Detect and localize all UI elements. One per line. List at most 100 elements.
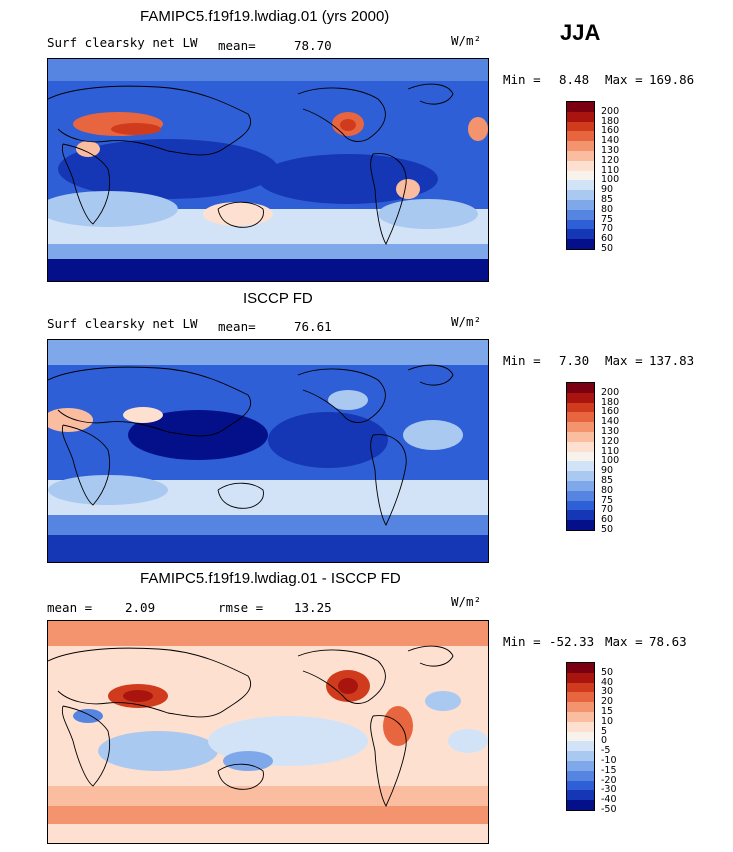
colorbar-segment (567, 711, 594, 722)
colorbar-tick-label: -40 (601, 794, 617, 806)
colorbar-tick-label: 80 (601, 484, 614, 496)
panel-1-max-value: 169.86 (649, 72, 695, 87)
colorbar-tick-label: 180 (601, 396, 620, 408)
colorbar-segment (567, 111, 594, 122)
colorbar-segment (567, 190, 594, 200)
colorbar-segment (567, 692, 594, 703)
colorbar-segment (567, 160, 594, 171)
panel-1-title: FAMIPC5.f19f19.lwdiag.01 (yrs 2000) (140, 8, 390, 25)
panel-1-max-label: Max = (605, 72, 643, 87)
colorbar-tick-label: 140 (601, 416, 620, 428)
colorbar-segment (567, 800, 594, 810)
colorbar-tick-label: 10 (601, 715, 614, 727)
panel-2-colorbar: 200 180 160 140 130 120 110 100 90 85 80 75 70 60 50 (566, 382, 619, 535)
panel-3-mean-label: mean = (47, 600, 93, 615)
colorbar-tick-label: 80 (601, 203, 614, 215)
panel-1-variable-label: Surf clearsky net LW (47, 35, 198, 50)
colorbar-tick-label: 200 (601, 386, 620, 398)
colorbar-tick-label: 110 (601, 164, 620, 176)
colorbar-segment (567, 770, 594, 781)
colorbar-segment (567, 510, 594, 521)
panel-3-min-value: -52.33 (549, 634, 595, 649)
colorbar-segment (567, 451, 594, 462)
colorbar-segment (567, 520, 594, 530)
colorbar-segment (567, 663, 594, 673)
colorbar-tick-label: -15 (601, 764, 617, 776)
panel-3-max-label: Max = (605, 634, 643, 649)
colorbar-segment (567, 170, 594, 181)
colorbar-tick-label: 90 (601, 184, 614, 196)
colorbar-tick-label: 30 (601, 686, 614, 698)
colorbar-segment (567, 141, 594, 151)
panel-3-colorbar: 50 40 30 20 15 10 5 0 -5 -10 -15 -20 -30 -40 -50 (566, 662, 617, 815)
colorbar-segment (567, 383, 594, 393)
panel-3-map (47, 620, 489, 844)
colorbar-segment (567, 731, 594, 742)
panel-3-unit: W/m² (451, 594, 482, 609)
colorbar-tick-label: 40 (601, 676, 614, 688)
colorbar-segment (567, 131, 594, 142)
panel-1-unit: W/m² (451, 33, 482, 48)
colorbar-tick-label: 75 (601, 494, 614, 506)
panel-3-title: FAMIPC5.f19f19.lwdiag.01 - ISCCP FD (140, 570, 401, 587)
panel-2-mean-value: 76.61 (294, 319, 332, 334)
panel-1-mean-value: 78.70 (294, 38, 332, 53)
panel-3-mean-value: 2.09 (125, 600, 156, 615)
colorbar-segment (567, 790, 594, 801)
panel-2-variable-label: Surf clearsky net LW (47, 316, 198, 331)
colorbar-segment (567, 209, 594, 220)
colorbar-tick-label: 50 (601, 243, 614, 254)
colorbar-tick-label: 0 (601, 735, 608, 747)
panel-3-max-value: 78.63 (649, 634, 687, 649)
colorbar-tick-label: 160 (601, 406, 620, 418)
colorbar-segment (567, 180, 594, 191)
colorbar-segment (567, 412, 594, 423)
colorbar-tick-label: 15 (601, 706, 614, 717)
colorbar-segment (567, 121, 594, 132)
colorbar-tick-label: 85 (601, 475, 614, 486)
colorbar-segment (567, 702, 594, 712)
panel-2-map (47, 339, 489, 563)
colorbar-segment (567, 402, 594, 413)
colorbar-segment (567, 490, 594, 501)
colorbar-tick-label: 75 (601, 213, 614, 225)
colorbar-segment (567, 239, 594, 249)
colorbar-tick-label: -10 (601, 755, 617, 766)
colorbar-tick-label: 5 (601, 725, 608, 737)
panel-1-map (47, 58, 489, 282)
colorbar-segment (567, 780, 594, 791)
colorbar-tick-label: -50 (601, 804, 617, 815)
colorbar-tick-label: 60 (601, 514, 614, 526)
colorbar-tick-label: 90 (601, 465, 614, 477)
panel-3-min-label: Min = (503, 634, 541, 649)
panel-3-rmse-value: 13.25 (294, 600, 332, 615)
colorbar-tick-label: 180 (601, 115, 620, 127)
colorbar-tick-label: 70 (601, 504, 614, 516)
colorbar-segment (567, 751, 594, 761)
colorbar-segment (567, 392, 594, 403)
panel-2-min-value: 7.30 (559, 353, 590, 368)
colorbar-tick-label: 140 (601, 135, 620, 147)
colorbar-segment (567, 441, 594, 452)
colorbar-tick-label: 120 (601, 435, 620, 447)
colorbar-tick-label: 160 (601, 125, 620, 137)
colorbar-tick-label: 20 (601, 696, 614, 708)
colorbar-tick-label: 130 (601, 145, 620, 156)
colorbar-segment (567, 431, 594, 442)
season-label: JJA (560, 20, 601, 45)
colorbar-tick-label: 50 (601, 666, 614, 678)
panel-3-rmse-label: rmse = (218, 600, 264, 615)
colorbar-tick-label: 50 (601, 524, 614, 535)
colorbar-tick-label: 85 (601, 194, 614, 205)
colorbar-segment (567, 741, 594, 752)
colorbar-segment (567, 471, 594, 481)
colorbar-segment (567, 219, 594, 230)
colorbar-segment (567, 721, 594, 732)
colorbar-segment (567, 102, 594, 112)
colorbar-tick-label: -30 (601, 784, 617, 796)
panel-1-mean-label: mean= (218, 38, 256, 53)
colorbar-tick-label: 100 (601, 174, 620, 186)
panel-1-min-value: 8.48 (559, 72, 590, 87)
panel-1-colorbar: 200 180 160 140 130 120 110 100 90 85 80 75 70 60 50 (566, 101, 619, 254)
colorbar-segment (567, 500, 594, 511)
